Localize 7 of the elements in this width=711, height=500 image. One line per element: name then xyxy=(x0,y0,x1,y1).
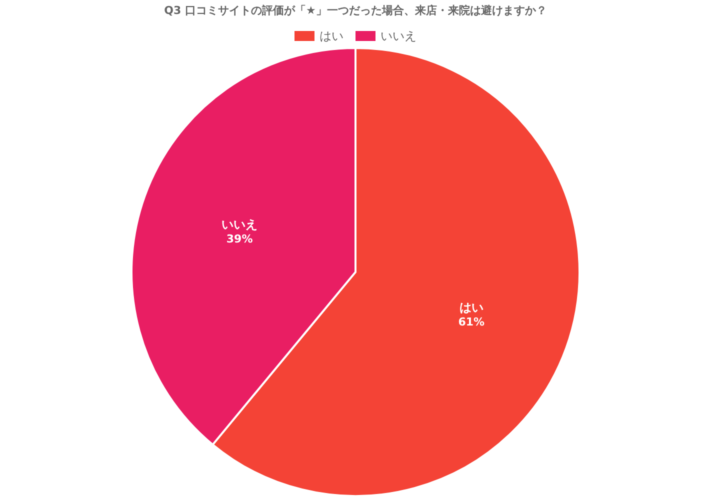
data-label: 61% xyxy=(458,316,485,329)
data-label: 39% xyxy=(226,232,253,246)
chart-title: Q3 口コミサイトの評価が「★」一つだった場合、来店・来院は避けますか？ xyxy=(164,4,547,17)
slice-label: はい xyxy=(459,300,484,315)
slice-label: いいえ xyxy=(222,217,258,232)
legend-label: はい xyxy=(320,29,344,43)
legend-label: いいえ xyxy=(380,29,416,43)
